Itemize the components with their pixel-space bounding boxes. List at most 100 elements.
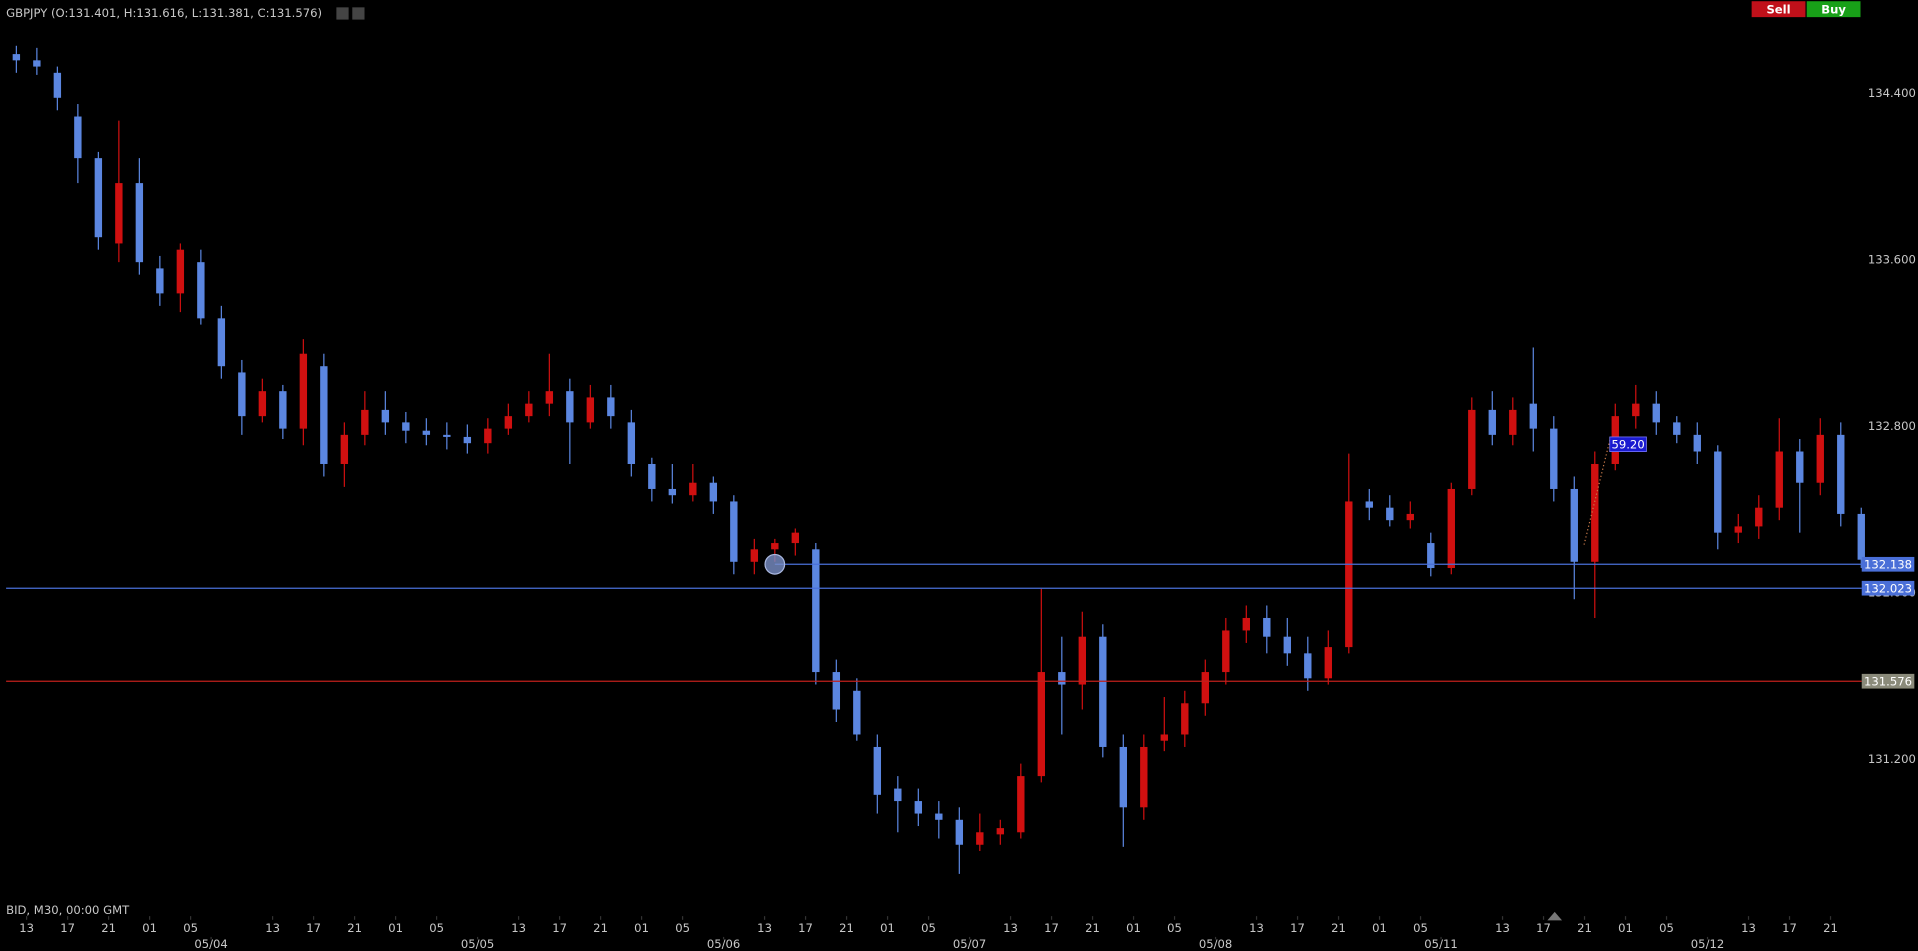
- candle-body: [1693, 434, 1701, 452]
- candle-body: [1406, 513, 1414, 521]
- candle-body: [1242, 617, 1250, 631]
- candle-body: [894, 788, 902, 802]
- candle-body: [668, 488, 677, 496]
- x-tick-label: 17: [1044, 921, 1059, 935]
- date-tick-label: 05/05: [461, 937, 494, 951]
- x-tick-label: 05: [675, 921, 690, 935]
- x-tick-label: 21: [101, 921, 116, 935]
- x-tick-label: 17: [552, 921, 567, 935]
- candle-body: [443, 434, 451, 437]
- y-tick-label: 131.200: [1868, 752, 1916, 766]
- candle-body: [1283, 636, 1291, 654]
- candle-body: [771, 543, 779, 550]
- x-tick-label: 13: [19, 921, 34, 935]
- footer-label: BID, M30, 00:00 GMT: [6, 903, 130, 917]
- candle-body: [197, 262, 205, 319]
- date-tick-label: 05/12: [1691, 937, 1724, 951]
- candle-body: [156, 268, 164, 294]
- x-tick-label: 13: [1495, 921, 1510, 935]
- date-tick-label: 05/06: [707, 937, 740, 951]
- candle-body: [340, 434, 349, 464]
- candle-body: [1078, 636, 1086, 685]
- candle-body: [320, 366, 328, 464]
- annotation-box: [1609, 436, 1647, 453]
- candle-body: [422, 430, 431, 435]
- x-tick-label: 21: [347, 921, 362, 935]
- candle-body: [1160, 734, 1168, 741]
- candle-body: [1099, 636, 1107, 747]
- candle-body: [1734, 526, 1742, 533]
- buy-label[interactable]: Buy: [1821, 2, 1846, 16]
- candle-body: [463, 436, 472, 444]
- x-tick-label: 17: [306, 921, 321, 935]
- candle-body: [1775, 451, 1783, 508]
- candle-body: [74, 116, 82, 159]
- candle-body: [914, 801, 923, 814]
- price-label-box: [1861, 556, 1915, 572]
- candle-body: [1652, 403, 1660, 423]
- candle-body: [279, 391, 287, 429]
- candle-body: [566, 391, 574, 423]
- candle-body: [484, 428, 492, 444]
- candle-body: [1263, 617, 1271, 637]
- candle-body: [176, 249, 185, 294]
- candle-body: [1037, 672, 1046, 777]
- candle-body: [1386, 507, 1394, 521]
- y-tick-label: 133.600: [1868, 253, 1916, 267]
- candle-body: [1304, 653, 1312, 679]
- candle-body: [299, 353, 308, 429]
- x-tick-label: 01: [388, 921, 403, 935]
- x-tick-label: 13: [511, 921, 526, 935]
- candle-body: [1755, 507, 1763, 527]
- candle-body: [832, 672, 841, 710]
- buy-button[interactable]: Buy: [1806, 1, 1861, 18]
- candle-body: [1591, 463, 1599, 562]
- candle-body: [996, 828, 1005, 835]
- x-tick-label: 21: [1331, 921, 1346, 935]
- candle-body: [1427, 543, 1435, 569]
- candle-body: [525, 403, 533, 417]
- buy-button-bg[interactable]: [1806, 1, 1861, 18]
- candle-body: [12, 54, 21, 61]
- candle-body: [361, 409, 369, 435]
- candle-body: [812, 549, 820, 673]
- candle-body: [238, 372, 246, 417]
- candle-body: [1570, 488, 1578, 562]
- x-tick-label: 17: [798, 921, 813, 935]
- candle-body: [873, 746, 882, 795]
- date-tick-label: 05/08: [1199, 937, 1232, 951]
- x-tick-label: 13: [1741, 921, 1756, 935]
- candle-body: [1550, 428, 1558, 489]
- price-label: 132.023: [1864, 581, 1912, 595]
- date-tick-label: 05/11: [1424, 937, 1457, 951]
- y-tick-label: 134.400: [1868, 86, 1916, 100]
- candle-body: [1365, 501, 1373, 508]
- x-tick-label: 01: [634, 921, 649, 935]
- candle-body: [1017, 776, 1025, 833]
- candle-body: [627, 422, 636, 464]
- candle-body: [1488, 409, 1496, 435]
- candle-body: [504, 416, 513, 429]
- candle-body: [135, 183, 144, 263]
- candle-body: [1714, 451, 1722, 533]
- candle-body: [976, 832, 984, 845]
- candle-body: [1468, 409, 1476, 489]
- candle-body: [955, 819, 964, 845]
- candle-body: [1058, 672, 1066, 685]
- x-tick-label: 13: [757, 921, 772, 935]
- scroll-marker[interactable]: [1547, 911, 1563, 921]
- x-tick-label: 05: [1413, 921, 1428, 935]
- close-icon[interactable]: [352, 7, 365, 20]
- candle-body: [1140, 746, 1148, 808]
- sell-label[interactable]: Sell: [1766, 2, 1790, 16]
- settings-icon[interactable]: [336, 7, 349, 20]
- sell-button-bg[interactable]: [1751, 1, 1806, 18]
- candle-body: [935, 813, 943, 820]
- price-label: 131.576: [1864, 674, 1912, 688]
- candle-body: [853, 690, 861, 735]
- sell-button[interactable]: Sell: [1751, 1, 1806, 18]
- x-tick-label: 13: [1003, 921, 1018, 935]
- candle-body: [1816, 434, 1824, 483]
